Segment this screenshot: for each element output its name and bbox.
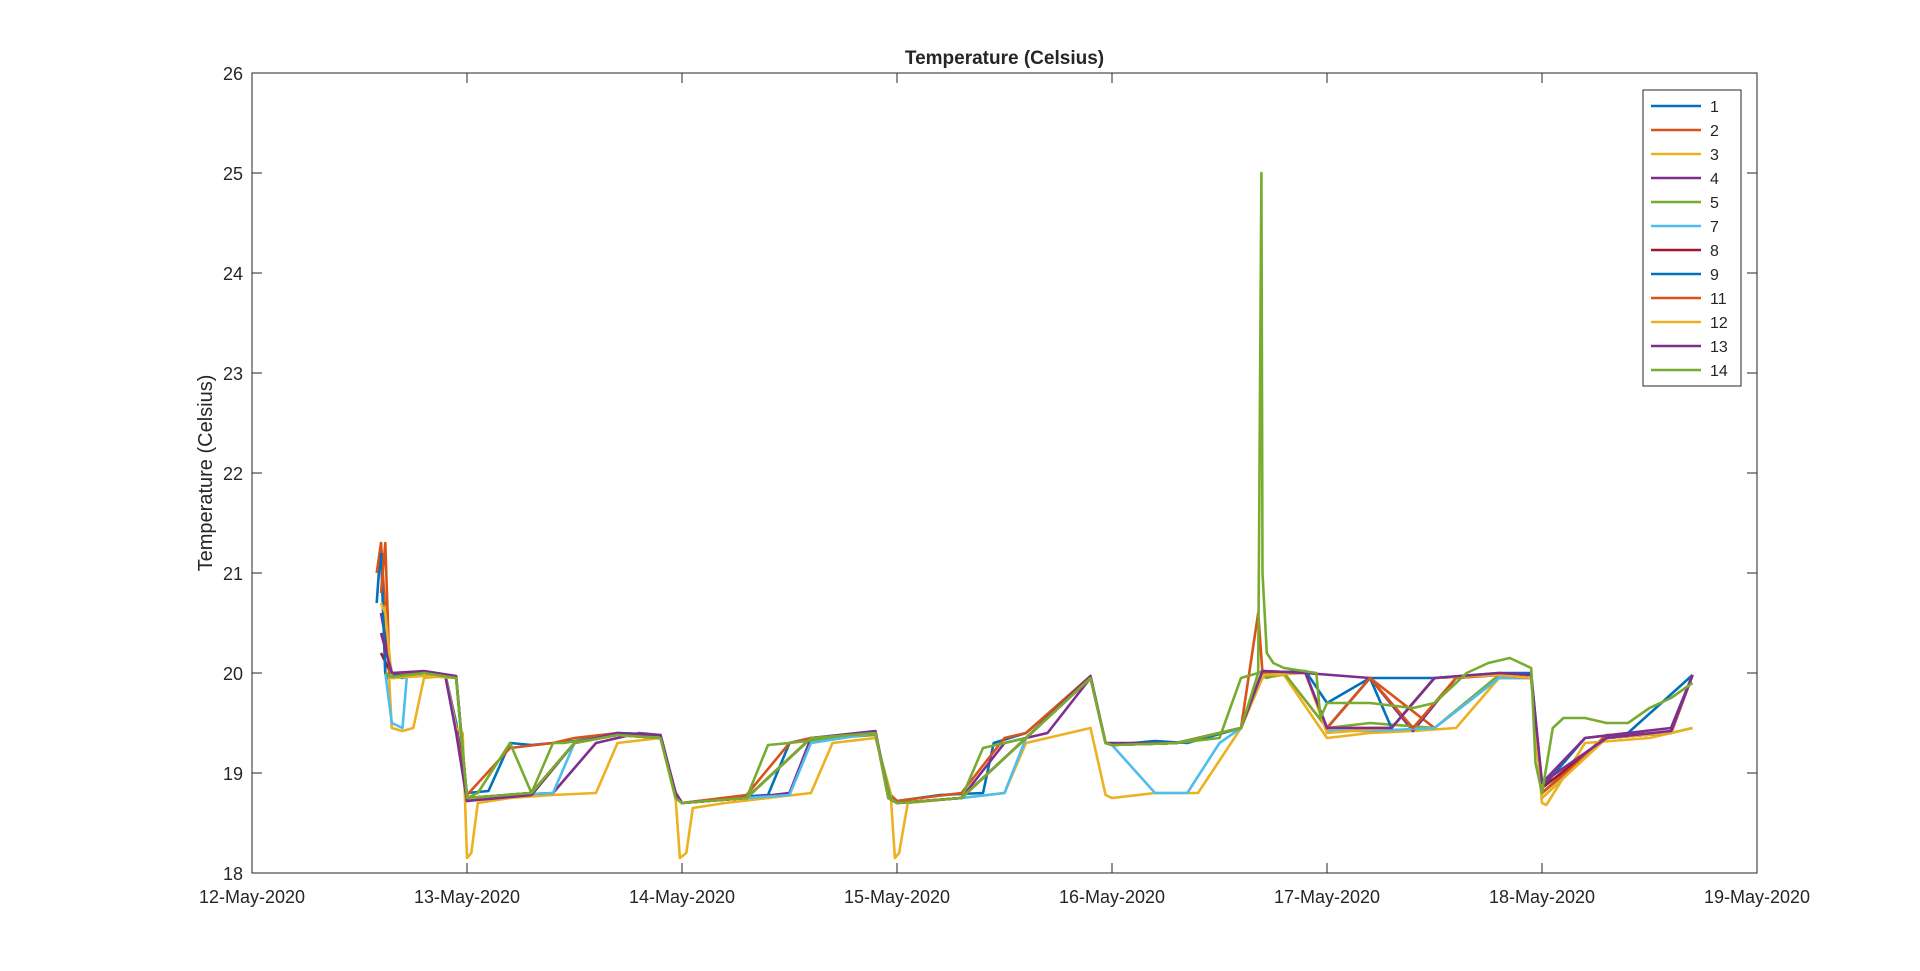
- legend-label-7: 7: [1710, 219, 1719, 236]
- x-tick-label: 15-May-2020: [844, 887, 950, 907]
- legend-label-1: 1: [1710, 99, 1719, 116]
- legend-label-3: 3: [1710, 147, 1719, 164]
- y-axis-label: Temperature (Celsius): [195, 375, 217, 572]
- x-tick-label: 14-May-2020: [629, 887, 735, 907]
- x-tick-label: 13-May-2020: [414, 887, 520, 907]
- y-tick-label: 20: [223, 664, 243, 684]
- x-tick-label: 17-May-2020: [1274, 887, 1380, 907]
- legend-box: [1642, 89, 1742, 387]
- x-tick-label: 16-May-2020: [1059, 887, 1165, 907]
- legend-label-4: 4: [1710, 171, 1719, 188]
- series-line-14: [384, 171, 1694, 805]
- legend-label-13: 13: [1710, 339, 1728, 356]
- x-tick-label: 19-May-2020: [1704, 887, 1810, 907]
- x-tick-label: 18-May-2020: [1489, 887, 1595, 907]
- plot-area: [252, 73, 1757, 873]
- y-tick-label: 25: [223, 164, 243, 184]
- legend-label-5: 5: [1710, 195, 1719, 212]
- legend-label-14: 14: [1710, 363, 1728, 380]
- legend-label-2: 2: [1710, 123, 1719, 140]
- legend-label-11: 11: [1710, 291, 1727, 308]
- x-tick-label: 12-May-2020: [199, 887, 305, 907]
- legend-label-8: 8: [1710, 243, 1719, 260]
- legend-label-9: 9: [1710, 267, 1719, 284]
- chart-title: Temperature (Celsius): [905, 48, 1104, 69]
- legend-label-12: 12: [1710, 315, 1728, 332]
- y-tick-label: 18: [223, 864, 243, 884]
- y-tick-label: 19: [223, 764, 243, 784]
- y-tick-label: 21: [223, 564, 243, 584]
- series-layer: [375, 171, 1694, 860]
- y-tick-label: 26: [223, 64, 243, 84]
- y-tick-label: 24: [223, 264, 243, 284]
- y-tick-label: 22: [223, 464, 243, 484]
- y-tick-label: 23: [223, 364, 243, 384]
